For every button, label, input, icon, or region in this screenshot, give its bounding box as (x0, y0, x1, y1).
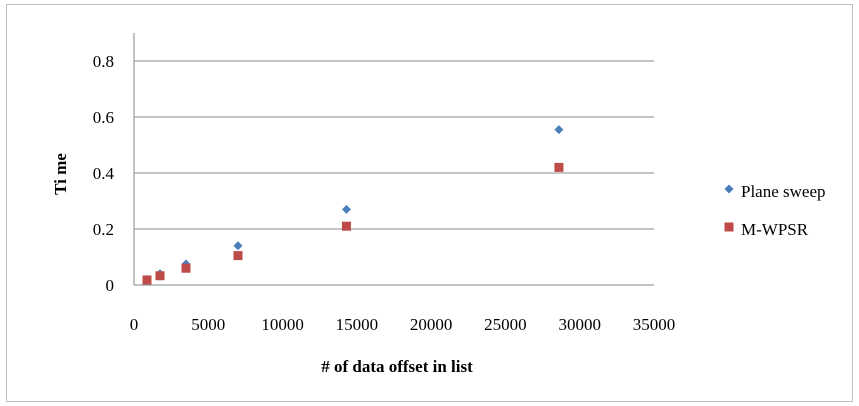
legend-marker-plane-sweep (724, 184, 734, 194)
x-tick-label: 20000 (410, 315, 453, 334)
x-tick-label: 10000 (261, 315, 304, 334)
y-axis-title: Ti me (51, 153, 70, 195)
y-tick-labels: 0 0.2 0.4 0.6 0.8 (93, 52, 115, 295)
x-tick-label: 5000 (191, 315, 225, 334)
data-point-plane-sweep (341, 204, 351, 214)
y-tick-label: 0.8 (93, 52, 114, 71)
x-axis-title: # of data offset in list (321, 357, 473, 376)
data-point-m-wpsr (554, 162, 564, 172)
data-point-m-wpsr (155, 271, 165, 281)
y-tick-label: 0 (106, 276, 115, 295)
data-point-m-wpsr (181, 263, 191, 273)
data-point-plane-sweep (554, 125, 564, 135)
x-tick-label: 15000 (336, 315, 379, 334)
data-points (142, 125, 564, 285)
y-tick-label: 0.4 (93, 164, 115, 183)
legend-label-plane-sweep: Plane sweep (741, 182, 826, 201)
data-point-plane-sweep (233, 241, 243, 251)
x-tick-label: 25000 (484, 315, 527, 334)
legend-label-m-wpsr: M-WPSR (741, 220, 809, 239)
x-tick-labels: 0 5000 10000 15000 20000 25000 30000 35000 (130, 315, 676, 334)
chart-frame (6, 4, 853, 402)
data-point-m-wpsr (142, 275, 152, 285)
y-tick-label: 0.2 (93, 220, 114, 239)
x-tick-label: 0 (130, 315, 139, 334)
legend: Plane sweep M-WPSR (724, 182, 826, 239)
legend-marker-m-wpsr (724, 222, 734, 232)
data-point-m-wpsr (341, 221, 351, 231)
data-point-m-wpsr (233, 251, 243, 261)
x-tick-label: 35000 (633, 315, 676, 334)
grid-lines (134, 60, 654, 286)
x-tick-label: 30000 (558, 315, 601, 334)
y-tick-label: 0.6 (93, 108, 114, 127)
